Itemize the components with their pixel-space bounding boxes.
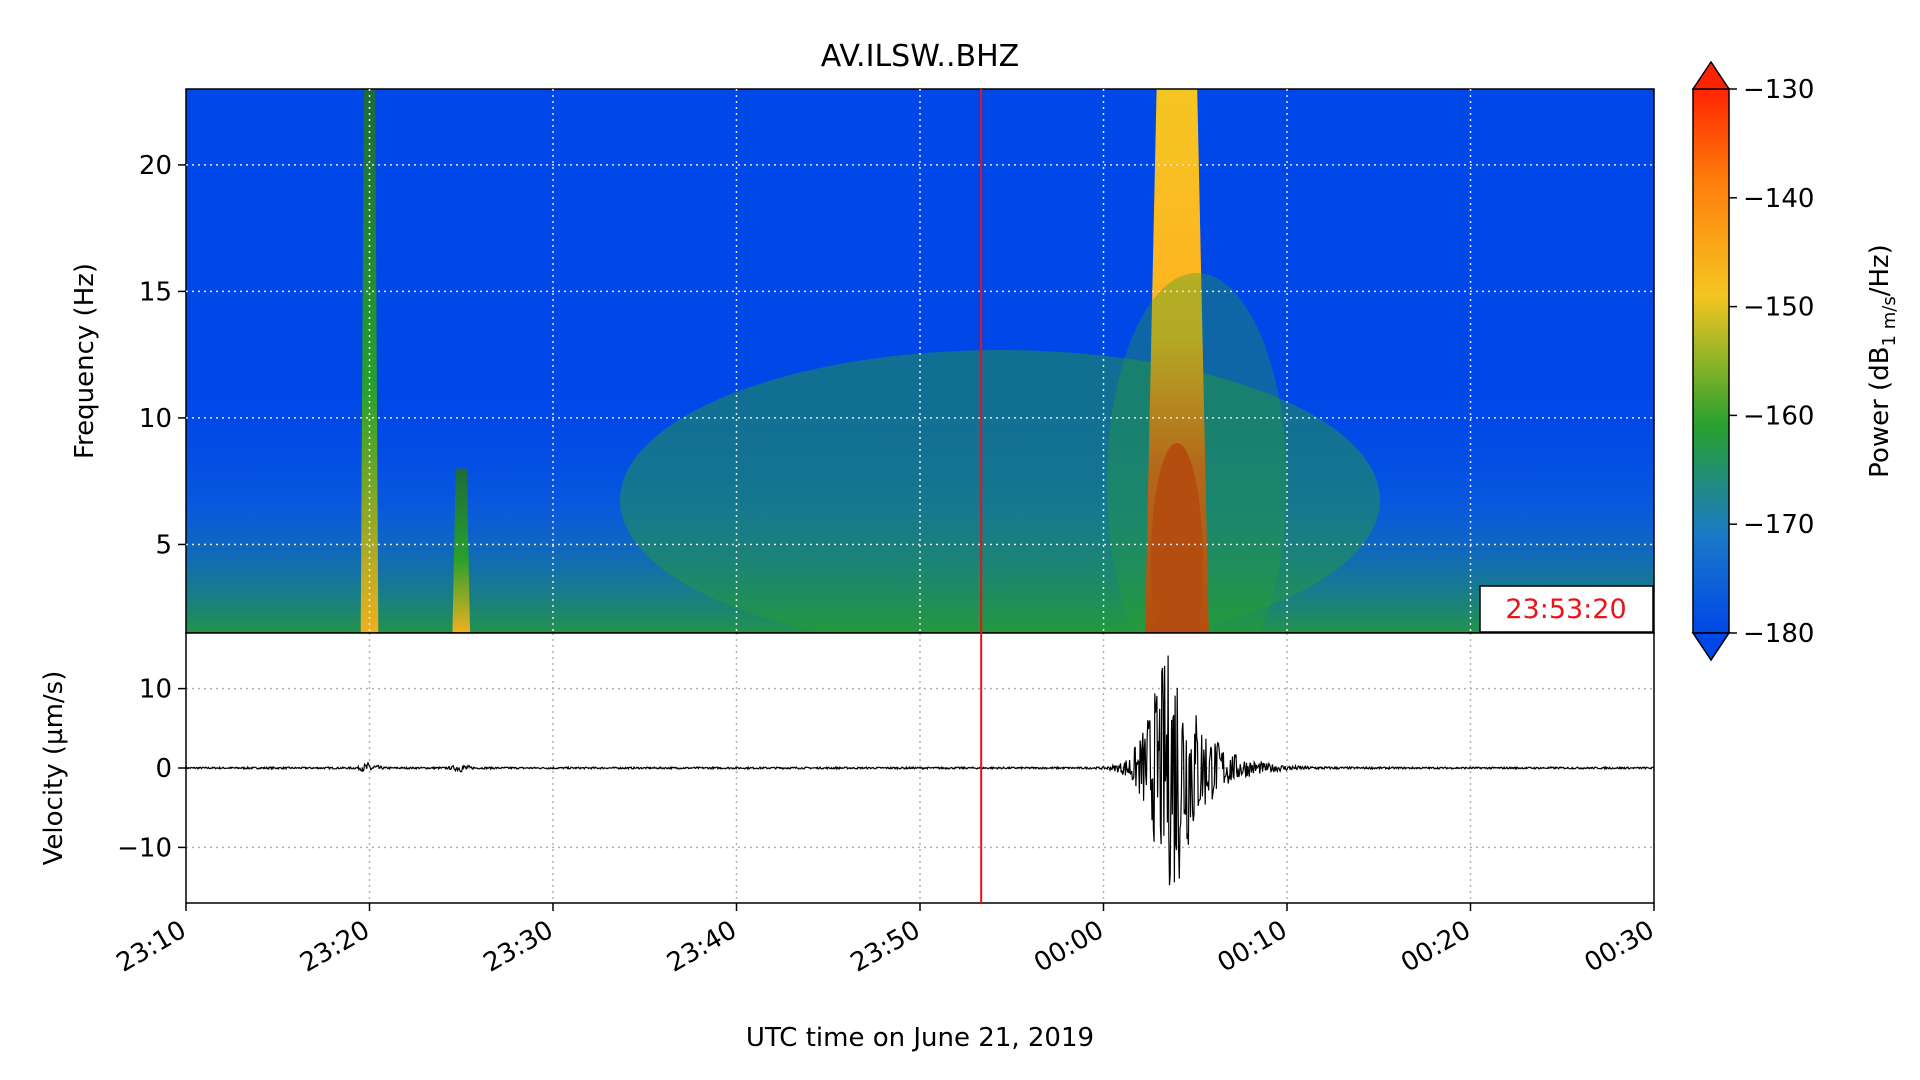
cursor-time-label: 23:53:20 [1505,594,1626,625]
spectrogram: 5 10 15 20 Frequency (Hz) 23:53:20 [70,88,1655,634]
time-axis-tick-label: 23:50 [846,915,926,978]
low-frequency-noise [186,380,1654,633]
waveform-panel: 100−10 Velocity (µm/s) 23:10 23:20 23:30 23… [39,632,1660,1053]
colorbar-extend-top [1691,60,1731,90]
cursor-time-box: 23:53:20 [1479,585,1654,633]
peak-power-core [1150,443,1203,633]
spectrogram-y-tick-label: 15 [139,277,172,307]
colorbar-tick-label: −130 [1743,75,1814,105]
time-axis-tick-label: 23:20 [295,915,375,978]
spectrogram-y-tick-label: 10 [139,404,172,434]
colorbar-tick-label: −170 [1743,510,1814,540]
time-axis-tick-label: 23:10 [112,915,192,978]
colorbar-tick-label: −140 [1743,184,1814,214]
spectrogram-y-axis-label: Frequency (Hz) [70,263,100,459]
time-axis-tick-label: 00:00 [1029,915,1109,978]
colorbar-tick-label: −160 [1743,401,1814,431]
waveform-y-tick-label: −10 [117,833,172,863]
colorbar-tick-label: −180 [1743,619,1814,649]
colorbar-extend-bottom [1691,632,1731,662]
colorbar-tick-label: −150 [1743,293,1814,323]
time-axis-tick-label: 00:10 [1213,915,1293,978]
waveform-y-ticks: 10 0 −10 [117,675,186,863]
waveform-y-tick-label: 10 [139,675,172,705]
time-axis-tick-label: 00:30 [1580,915,1660,978]
spectrogram-y-tick-label: 5 [155,530,172,560]
spectrogram-grid [186,89,1654,633]
time-axis-tick-label: 23:30 [479,915,559,978]
spectrogram-y-tick-label: 20 [139,151,172,181]
time-axis-label: UTC time on June 21, 2019 [746,1023,1094,1053]
time-axis-tick-label: 00:20 [1396,915,1476,978]
colorbar-gradient [1692,88,1730,634]
waveform-y-tick-label: 0 [155,754,172,784]
event-halo [1106,273,1287,633]
colorbar-ticks: −130 −140 −150 −160 −170 −180 [1729,75,1814,649]
spectrogram-y-ticks: 5 10 15 20 [139,151,186,560]
time-axis-tick-label: 23:40 [662,915,742,978]
waveform-y-axis-label: Velocity (µm/s) [39,671,69,866]
velocity-trace [186,655,1654,886]
colorbar-label: Power (dB1 m/s/Hz) [1865,244,1900,478]
colorbar: −130 −140 −150 −160 −170 −180 Power (dB1 m/s/… [1691,60,1900,662]
chart-title: AV.ILSW..BHZ [821,39,1019,74]
high-power-band-1 [452,468,471,633]
time-axis-ticks: 23:10 23:20 23:30 23:40 23:50 00:00 00:10 00:20… [112,903,1660,979]
